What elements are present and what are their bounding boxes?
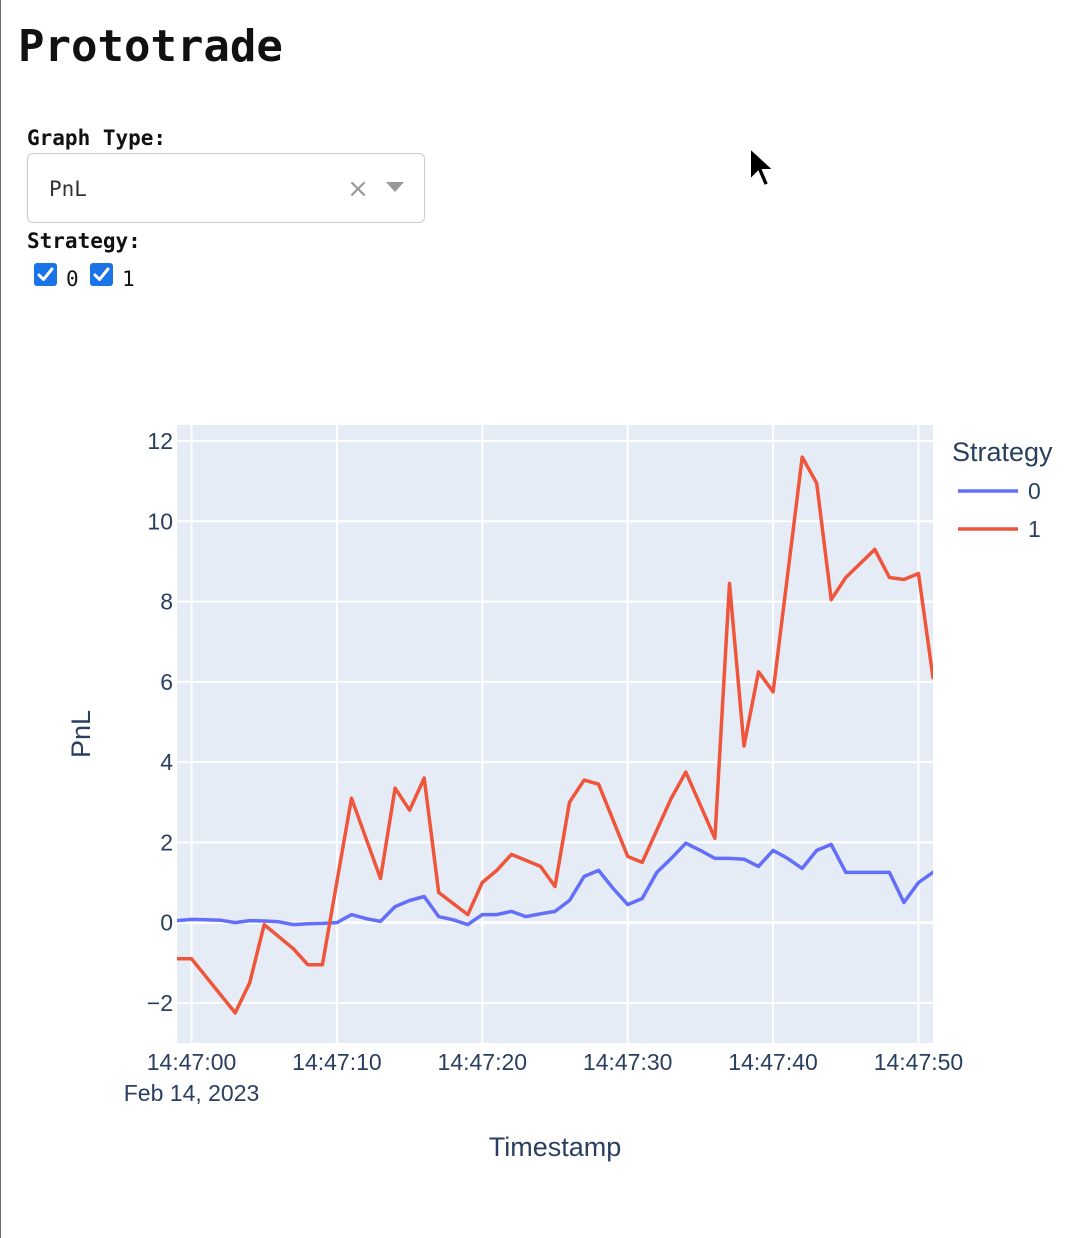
x-date-label: Feb 14, 2023 — [124, 1080, 260, 1106]
y-tick-label: 0 — [160, 910, 173, 936]
x-tick-label: 14:47:50 — [874, 1049, 964, 1075]
legend-label-0: 0 — [1028, 478, 1041, 504]
x-tick-label: 14:47:00 — [147, 1049, 237, 1075]
series-line-1 — [177, 455, 933, 1015]
y-axis-title: PnL — [66, 710, 96, 758]
x-tick-label: 14:47:40 — [728, 1049, 818, 1075]
x-axis-title: Timestamp — [489, 1132, 622, 1162]
y-tick-label: 2 — [160, 829, 173, 855]
mouse-pointer-icon — [749, 146, 777, 188]
graph-type-dropdown[interactable]: PnL × — [27, 153, 425, 223]
strategy-0-label: 0 — [66, 267, 79, 291]
strategy-1-label: 1 — [122, 267, 135, 291]
strategy-1-checkbox[interactable] — [90, 263, 113, 286]
strategy-label: Strategy: — [27, 229, 141, 253]
x-tick-label: 14:47:10 — [292, 1049, 382, 1075]
check-icon — [37, 267, 54, 281]
y-tick-label: −2 — [147, 990, 173, 1016]
legend-title: Strategy — [952, 437, 1053, 467]
x-tick-label: 14:47:20 — [438, 1049, 528, 1075]
chevron-down-icon[interactable] — [386, 182, 404, 192]
graph-type-label: Graph Type: — [27, 126, 167, 150]
y-tick-label: 4 — [160, 749, 173, 775]
strategy-0-checkbox[interactable] — [34, 263, 57, 286]
y-tick-label: 10 — [147, 508, 173, 534]
y-tick-label: 6 — [160, 669, 173, 695]
close-icon[interactable]: × — [347, 174, 369, 204]
series-line-0 — [177, 841, 933, 927]
x-tick-label: 14:47:30 — [583, 1049, 673, 1075]
window-left-border — [0, 0, 1, 1238]
app-title: Prototrade — [18, 21, 283, 72]
plot-background — [177, 425, 933, 1043]
y-tick-label: 12 — [147, 428, 173, 454]
y-tick-label: 8 — [160, 589, 173, 615]
graph-type-selected-value: PnL — [49, 177, 87, 201]
check-icon — [93, 267, 110, 281]
legend-label-1: 1 — [1028, 516, 1041, 542]
